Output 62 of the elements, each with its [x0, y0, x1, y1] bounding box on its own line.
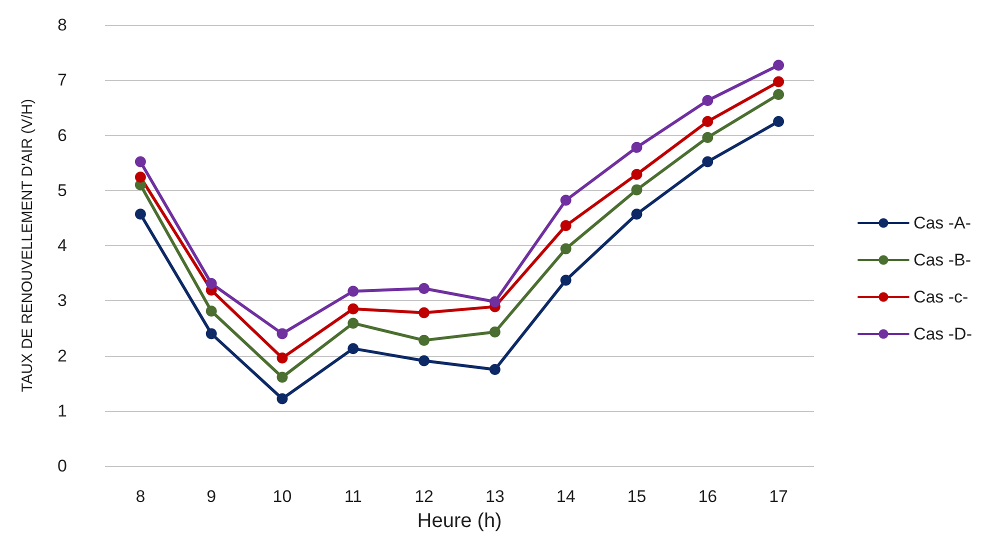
point	[206, 328, 217, 340]
point	[631, 168, 642, 180]
point	[134, 172, 146, 183]
point	[206, 306, 217, 317]
x-tick-label: 15	[627, 487, 646, 506]
point	[276, 393, 288, 404]
x-tick-label: 8	[136, 487, 146, 506]
legend-label: Cas -A-	[913, 214, 972, 232]
point	[560, 274, 572, 286]
point	[348, 318, 359, 329]
y-axis-title: TAUX DE RENOUVELLEMENT D'AIR (V/H)	[19, 98, 36, 392]
point	[702, 132, 714, 143]
point	[773, 76, 784, 88]
x-tick-label: 17	[769, 487, 788, 506]
point	[276, 372, 288, 383]
x-tick-label: 13	[485, 487, 504, 506]
y-tick-label: 5	[58, 180, 67, 200]
point	[276, 352, 288, 364]
point	[560, 194, 572, 206]
point	[418, 355, 430, 366]
y-tick-label: 8	[58, 16, 67, 34]
legend-label: Cas -B-	[913, 250, 972, 270]
point	[418, 307, 430, 318]
x-tick-label: 10	[272, 487, 292, 506]
point	[418, 334, 430, 346]
x-tick-label: 12	[414, 487, 434, 506]
point	[489, 326, 500, 338]
legend-label: Cas -c-	[913, 288, 968, 306]
point	[348, 286, 359, 297]
y-tick-label: 2	[58, 346, 67, 366]
point	[134, 156, 146, 168]
point	[702, 95, 714, 106]
y-tick-label: 6	[58, 126, 67, 145]
point	[773, 116, 784, 127]
point	[631, 184, 642, 196]
y-tick-label: 7	[58, 70, 67, 90]
point	[773, 60, 784, 71]
point	[276, 328, 288, 340]
x-tick-label: 11	[344, 487, 362, 506]
x-axis-title: Heure (h)	[417, 510, 502, 532]
point	[489, 296, 500, 308]
point	[702, 116, 714, 127]
x-tick-label: 9	[206, 487, 216, 506]
point	[348, 343, 359, 354]
point	[348, 303, 359, 314]
y-tick-label: 3	[58, 291, 67, 310]
x-tick-label: 14	[556, 487, 576, 506]
y-tick-label: 1	[58, 401, 67, 420]
point	[489, 364, 500, 376]
x-tick-label: 16	[698, 487, 718, 506]
y-tick-label: 0	[58, 456, 67, 476]
point	[206, 278, 217, 290]
y-tick-label: 4	[58, 236, 67, 255]
point	[631, 208, 642, 220]
point	[631, 142, 642, 153]
legend-label: Cas -D-	[913, 324, 972, 344]
point	[418, 283, 430, 294]
point	[134, 208, 146, 220]
point	[560, 243, 572, 254]
point	[560, 220, 572, 232]
point	[702, 156, 714, 168]
point	[773, 88, 784, 100]
